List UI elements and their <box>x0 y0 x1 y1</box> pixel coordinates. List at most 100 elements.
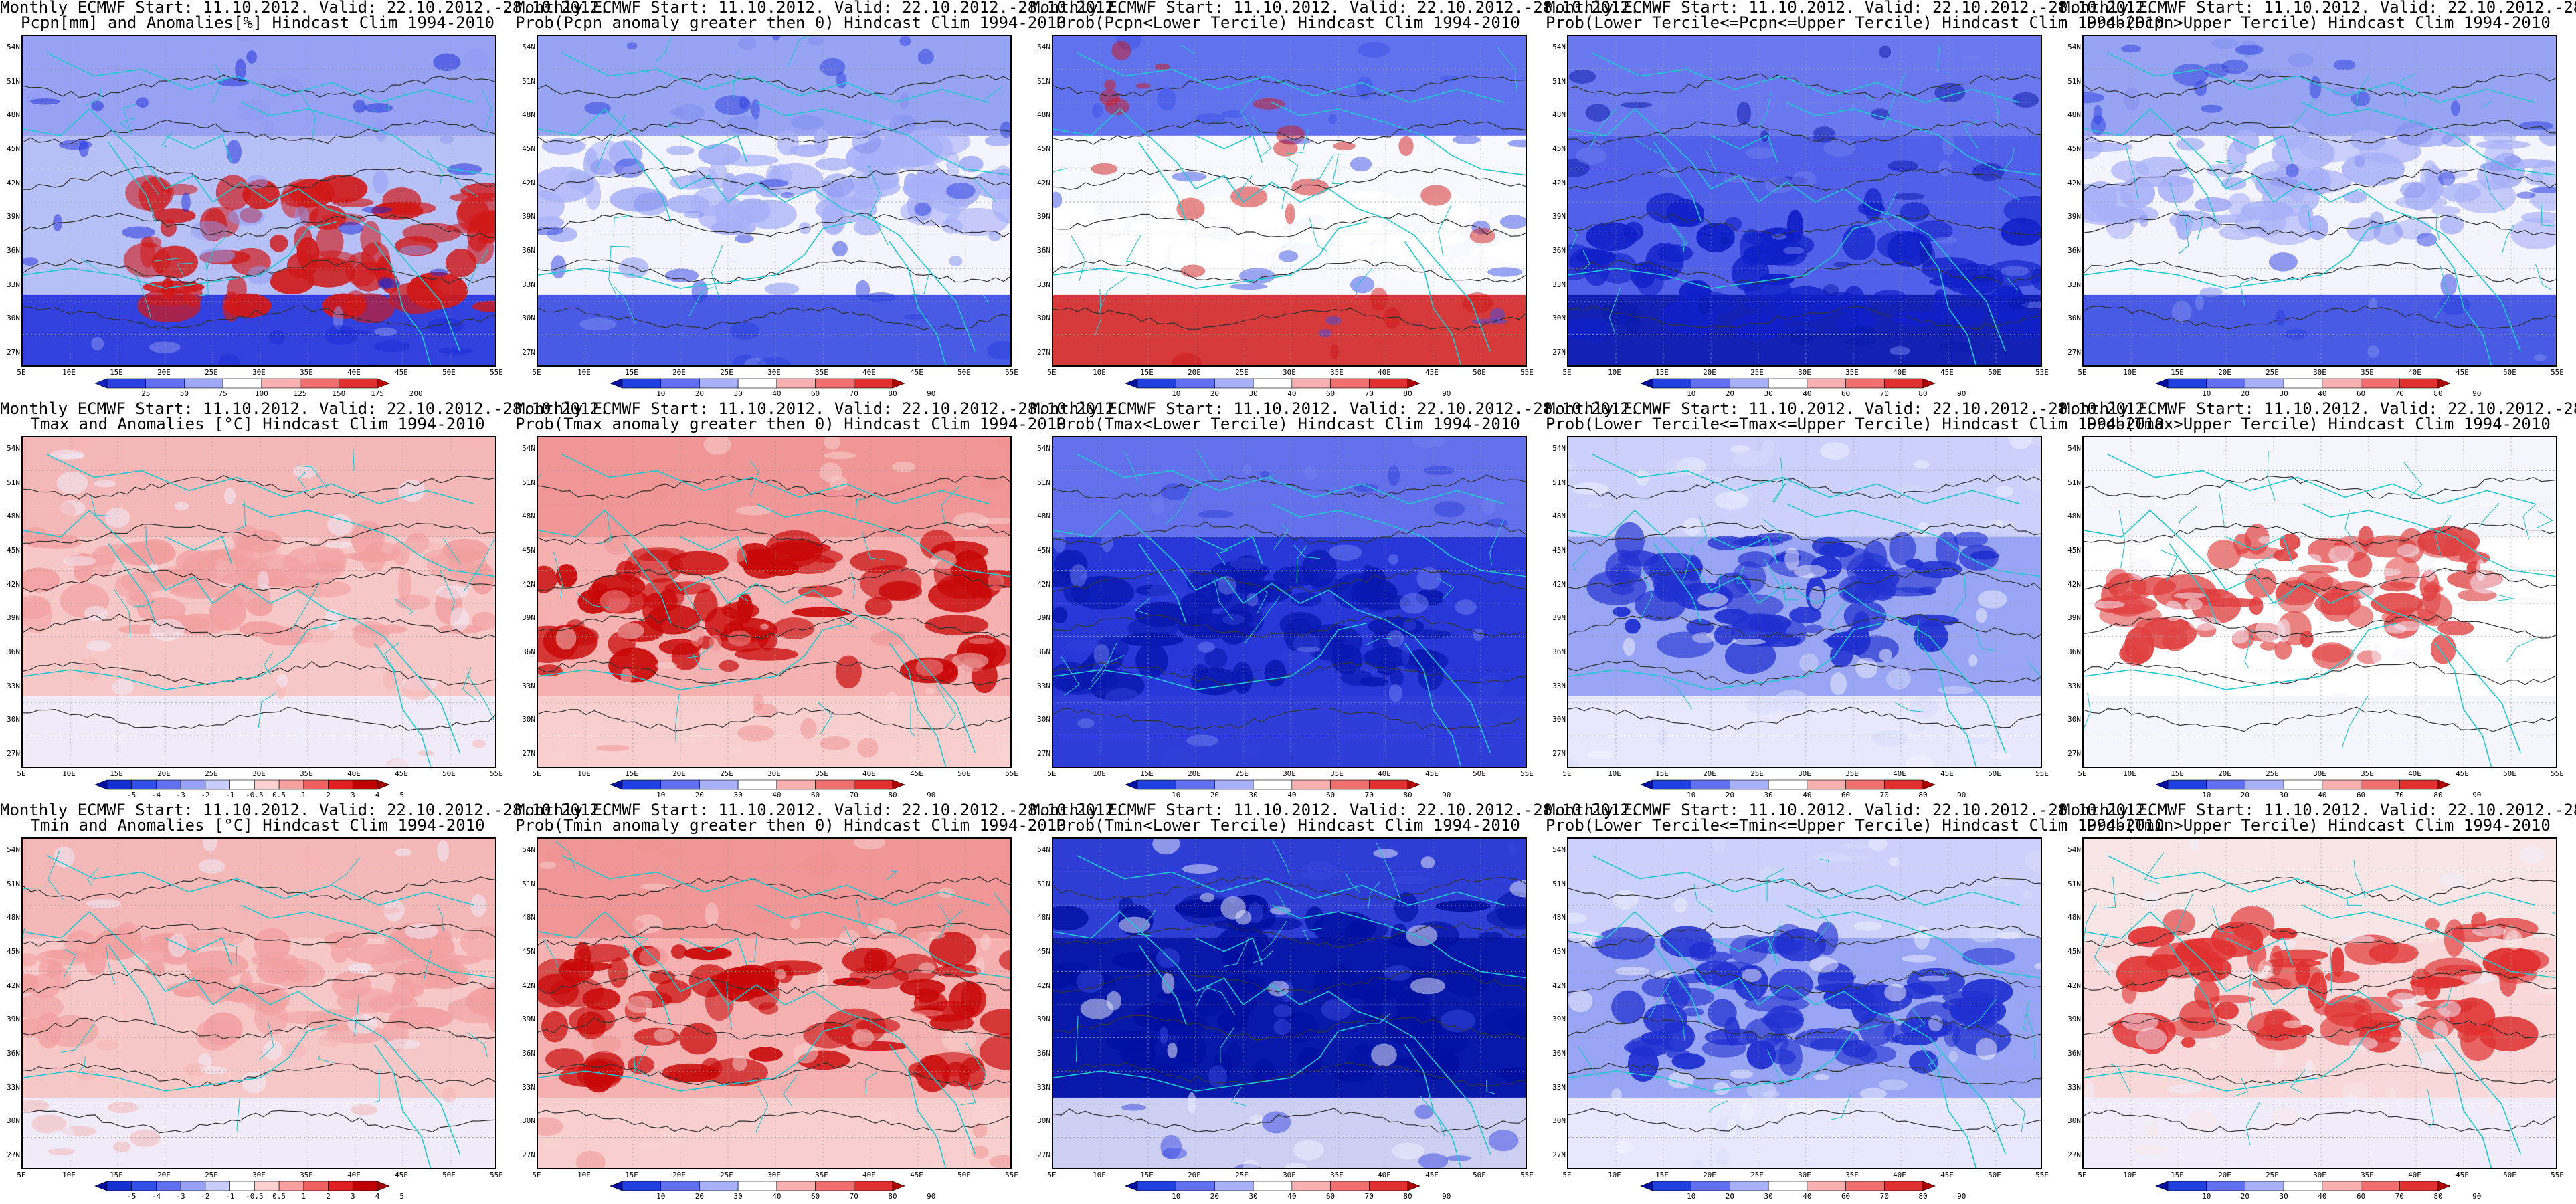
coastline <box>1786 904 2041 979</box>
border-line <box>145 526 155 565</box>
colorbar-tick-label: 2 <box>326 1192 331 1201</box>
anomaly-blob <box>2304 167 2332 196</box>
field-patch <box>633 192 668 216</box>
colorbar-swatch <box>1137 779 1177 790</box>
lon-tick-label: 25E <box>2266 368 2279 377</box>
colorbar-tick-label: 10 <box>1172 389 1181 398</box>
border-line <box>1123 451 1139 483</box>
lat-tick-label: 42N <box>2067 178 2081 187</box>
colorbar-swatch <box>1214 1181 1254 1191</box>
coastline <box>756 904 1010 979</box>
lat-tick-label: 45N <box>1552 947 1566 956</box>
field-patch <box>2393 621 2423 631</box>
field-patch <box>1076 969 1104 993</box>
anomaly-blob <box>1212 259 1228 273</box>
lon-tick-label: 25E <box>1235 769 1249 778</box>
field-patch <box>2486 1092 2498 1115</box>
colorbar-swatch <box>2322 378 2361 389</box>
coastline <box>1568 911 2006 1155</box>
lon-tick-label: 35E <box>1845 1171 1859 1179</box>
anomaly-blob <box>1755 532 1793 542</box>
anomaly-blob <box>1127 617 1179 639</box>
field-patch <box>1896 484 1924 493</box>
anomaly-blob <box>2003 195 2041 225</box>
anomaly-blob <box>294 225 312 254</box>
map-field <box>1053 36 1526 365</box>
anomaly-blob <box>908 1062 929 1078</box>
colorbar-swatch <box>1730 1181 1769 1191</box>
lat-tick-label: 48N <box>7 110 20 120</box>
lon-tick-label: 5E <box>17 1171 26 1179</box>
field-patch <box>1455 599 1477 615</box>
field-patch <box>1888 856 1900 867</box>
anomaly-blob <box>2181 1037 2196 1048</box>
lon-tick-label: 20E <box>1703 368 1716 377</box>
field-patch <box>807 36 825 45</box>
field-patch <box>817 969 829 992</box>
anomaly-blob <box>667 1068 716 1082</box>
colorbar-swatch <box>1368 779 1408 790</box>
field-patch <box>1720 236 1730 245</box>
lon-tick-label: 15E <box>625 368 638 377</box>
colorbar-swatch <box>303 1181 329 1191</box>
field-patch <box>2211 766 2219 767</box>
field-patch <box>217 561 236 575</box>
field-patch <box>703 437 731 455</box>
field-patch <box>637 1141 663 1150</box>
border-line <box>1665 989 1685 1041</box>
anomaly-blob <box>2437 621 2474 636</box>
border-line <box>614 286 636 324</box>
field-patch <box>78 140 89 157</box>
anomaly-blob <box>2290 187 2305 202</box>
contour-line <box>23 1110 495 1134</box>
field-patch <box>2135 1027 2167 1050</box>
field-patch <box>889 114 917 136</box>
lat-tick-label: 48N <box>2067 913 2081 922</box>
lon-tick-label: 15E <box>110 769 123 778</box>
colorbar-tick-label: 80 <box>888 791 897 799</box>
contour-line <box>2084 922 2556 948</box>
lat-tick-label: 54N <box>522 845 535 854</box>
colorbar-tick-label: 20 <box>1725 1192 1735 1201</box>
colorbar-tick-label: 20 <box>2240 791 2250 799</box>
colorbar-tick-label: 10 <box>656 791 666 799</box>
coastline <box>2225 937 2294 965</box>
coastline <box>1053 623 1367 690</box>
anomaly-blob <box>330 937 349 963</box>
field-patch <box>60 1126 75 1146</box>
field-patch <box>265 550 282 557</box>
border-line <box>1758 92 1772 128</box>
field-patch <box>2146 1120 2159 1139</box>
lon-tick-label: 50E <box>442 1171 456 1179</box>
field-patch <box>824 437 841 450</box>
border-line <box>2330 943 2332 994</box>
field-patch <box>1571 482 1609 495</box>
field-patch <box>2450 100 2460 116</box>
field-patch <box>1830 672 1847 696</box>
field-patch <box>640 883 670 890</box>
forecast-panel-r1c1: Monthly ECMWF Start: 11.10.2012. Valid: … <box>0 0 609 401</box>
field-patch <box>972 1122 988 1138</box>
colorbar-tick-label: 4 <box>375 1192 380 1201</box>
lon-tick-label: 25E <box>720 368 733 377</box>
field-patch <box>395 848 412 857</box>
anomaly-blob <box>1177 1031 1206 1068</box>
lat-tick-label: 54N <box>2067 43 2081 52</box>
field-bottom <box>2084 294 2556 365</box>
field-patch <box>579 318 617 331</box>
field-patch <box>616 622 644 639</box>
lat-tick-label: 54N <box>1552 43 1566 52</box>
colorbar-tick-label: 5 <box>399 791 405 799</box>
contour-line <box>2084 212 2556 237</box>
colorbar-swatch <box>2283 779 2323 790</box>
field-patch <box>1793 565 1827 579</box>
border-line <box>1589 108 1617 148</box>
lon-tick-label: 35E <box>815 769 828 778</box>
border-line <box>1863 94 1875 102</box>
border-line <box>1950 575 1966 617</box>
lon-tick-label: 10E <box>2123 1171 2136 1179</box>
colorbar-swatch <box>2206 1181 2245 1191</box>
colorbar-swatch <box>1691 378 1730 389</box>
lat-tick-label: 42N <box>7 178 20 187</box>
border-line <box>80 258 105 275</box>
